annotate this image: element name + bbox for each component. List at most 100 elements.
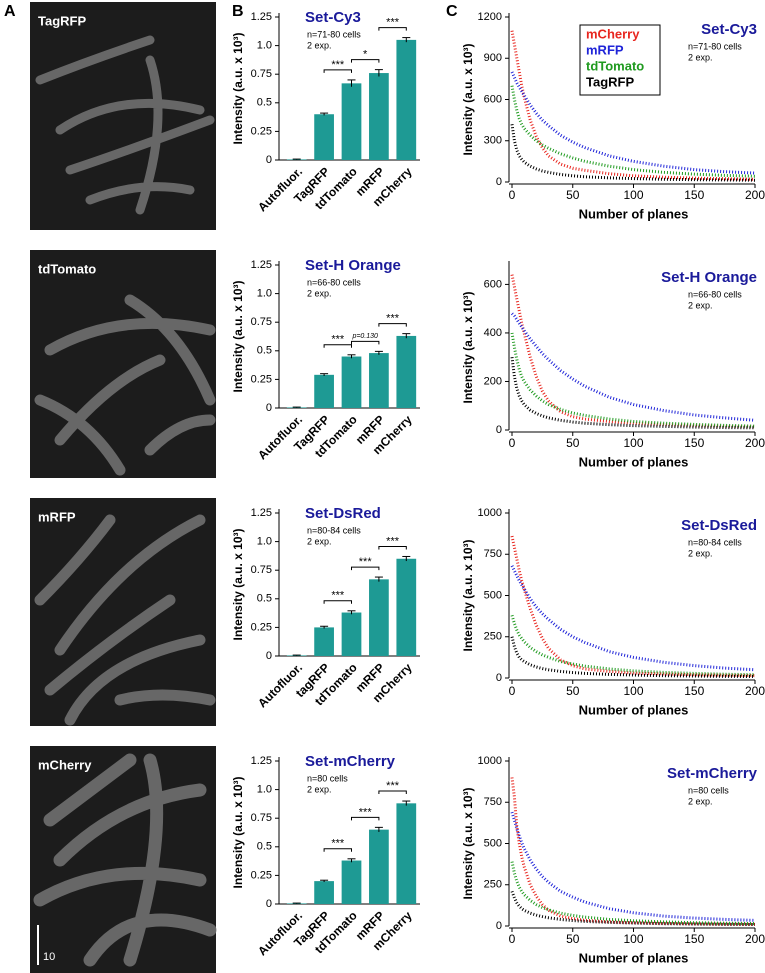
decay-curve	[510, 71, 756, 175]
significance-label: ***	[386, 16, 400, 28]
y-tick-label: 200	[484, 375, 502, 387]
bar	[396, 803, 417, 904]
significance-label: ***	[331, 334, 345, 346]
bar	[314, 114, 334, 160]
significance-bracket	[351, 816, 380, 821]
x-axis-label: Number of planes	[579, 454, 689, 469]
decay-curve	[510, 777, 756, 926]
chart-note: 2 exp.	[307, 40, 332, 50]
x-tick-label: 200	[745, 932, 765, 946]
panel-label: A	[4, 3, 16, 20]
x-tick-label: 150	[684, 436, 704, 450]
decay-curve	[510, 535, 756, 678]
decay-curve	[510, 85, 756, 178]
y-tick-label: 0	[496, 920, 502, 932]
y-tick-label: 0.5	[257, 593, 272, 605]
bar	[369, 73, 389, 160]
x-tick-label: 50	[566, 436, 580, 450]
micrograph	[30, 2, 216, 230]
decay-curve	[510, 614, 756, 677]
x-tick-label: 0	[509, 684, 516, 698]
y-tick-label: 0.5	[257, 345, 272, 357]
chart-title: Set-mCherry	[305, 753, 396, 770]
y-tick-label: 1.25	[251, 507, 272, 519]
chart-title: Set-DsRed	[681, 517, 757, 534]
bar	[369, 579, 389, 656]
x-tick-label: 50	[566, 932, 580, 946]
y-tick-label: 1000	[478, 507, 502, 519]
x-tick-label: 200	[745, 436, 765, 450]
y-tick-label: 750	[484, 796, 502, 808]
chart-title: Set-Cy3	[701, 21, 757, 38]
significance-label: ***	[331, 590, 345, 602]
y-axis-label: Intensity (a.u. x 10³)	[231, 32, 245, 144]
x-tick-label: 100	[623, 932, 643, 946]
micrograph	[30, 498, 216, 726]
legend-entry: mCherry	[586, 26, 640, 41]
x-tick-label: 0	[509, 188, 516, 202]
significance-label: ***	[359, 806, 373, 818]
decay-curve	[510, 861, 756, 926]
significance-label: ***	[386, 313, 400, 325]
x-tick-label: 50	[566, 188, 580, 202]
y-tick-label: 0	[266, 650, 272, 662]
x-tick-label: 200	[745, 684, 765, 698]
y-tick-label: 0.75	[251, 316, 272, 328]
micrograph	[30, 250, 216, 478]
y-tick-label: 250	[484, 879, 502, 891]
bar	[396, 335, 417, 408]
decay-curve	[510, 274, 756, 429]
y-tick-label: 1.25	[251, 259, 272, 271]
y-tick-label: 250	[484, 631, 502, 643]
y-tick-label: 0.25	[251, 621, 272, 633]
decay-curve	[510, 124, 756, 182]
y-tick-label: 1200	[478, 11, 502, 23]
x-axis-label: Number of planes	[579, 702, 689, 717]
y-axis-label: Intensity (a.u. x 10³)	[461, 43, 475, 155]
x-tick-label: 100	[623, 436, 643, 450]
y-axis-label: Intensity (a.u. x 10³)	[461, 291, 475, 403]
significance-label: ***	[386, 535, 400, 547]
chart-note: n=80-84 cells	[307, 525, 361, 535]
significance-label: ***	[331, 838, 345, 850]
bar	[314, 374, 334, 408]
y-tick-label: 0.25	[251, 125, 272, 137]
y-tick-label: 400	[484, 327, 502, 339]
bar	[314, 627, 334, 656]
y-tick-label: 900	[484, 52, 502, 64]
significance-bracket	[378, 545, 407, 550]
chart-note: 2 exp.	[307, 784, 332, 794]
x-axis-label: Number of planes	[579, 206, 689, 221]
y-tick-label: 1.25	[251, 755, 272, 767]
image-label: TagRFP	[38, 13, 86, 28]
decay-curve	[510, 312, 756, 422]
y-tick-label: 0.25	[251, 869, 272, 881]
y-tick-label: 0.25	[251, 373, 272, 385]
legend-entry: tdTomato	[586, 58, 644, 73]
x-tick-label: 100	[623, 684, 643, 698]
significance-bracket	[323, 69, 352, 73]
y-tick-label: 1.0	[257, 784, 272, 796]
panel-label: C	[446, 3, 458, 20]
y-axis-label: Intensity (a.u. x 10³)	[231, 776, 245, 888]
significance-bracket	[323, 344, 352, 348]
significance-bracket	[378, 790, 407, 795]
x-tick-label: 100	[623, 188, 643, 202]
x-tick-label: 150	[684, 932, 704, 946]
decay-curve	[510, 890, 756, 927]
x-tick-label: 150	[684, 684, 704, 698]
x-tick-label: 50	[566, 684, 580, 698]
y-tick-label: 300	[484, 135, 502, 147]
significance-label: ***	[386, 780, 400, 792]
legend-entry: TagRFP	[586, 74, 634, 89]
y-tick-label: 0.75	[251, 564, 272, 576]
chart-note: 2 exp.	[688, 52, 713, 62]
x-tick-label: 0	[509, 932, 516, 946]
x-tick-label: 200	[745, 188, 765, 202]
significance-bracket	[351, 59, 380, 63]
chart-title: Set-DsRed	[305, 505, 381, 522]
significance-bracket	[351, 566, 380, 571]
y-tick-label: 0.75	[251, 68, 272, 80]
chart-title: Set-mCherry	[667, 765, 758, 782]
chart-note: 2 exp.	[307, 536, 332, 546]
